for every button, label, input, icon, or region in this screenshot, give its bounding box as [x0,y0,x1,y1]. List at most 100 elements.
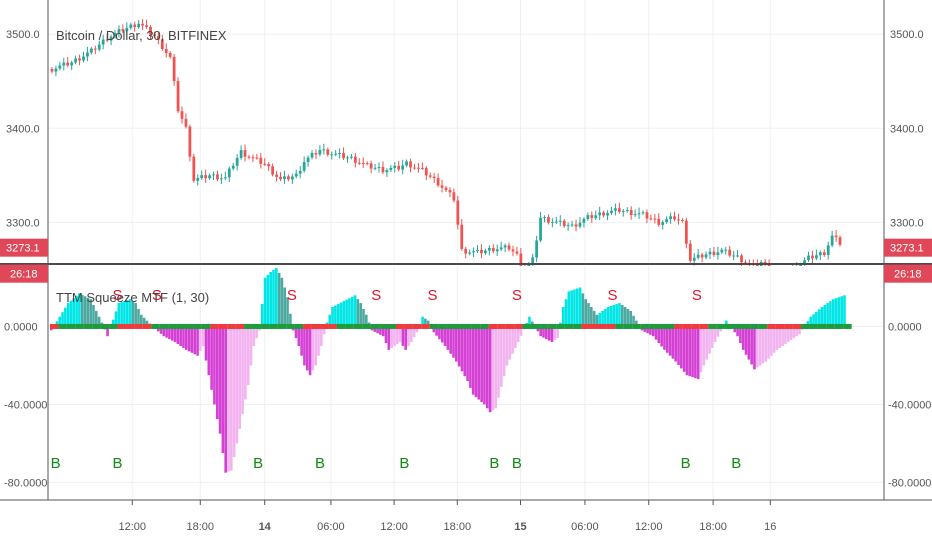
momentum-bar [474,326,478,398]
squeeze-dot [665,323,675,329]
squeeze-dot [336,323,346,329]
candle-body [153,34,156,37]
candle-body [535,240,539,258]
candle-body [460,224,464,249]
price-pane-bg [48,0,884,262]
momentum-bar [806,321,810,327]
squeeze-dot [741,323,751,329]
candle-body [417,167,420,169]
candle-body [602,212,605,216]
squeeze-dot [682,323,692,329]
momentum-bar [480,326,483,403]
momentum-bar [542,326,545,338]
candle-body [227,168,231,178]
momentum-bar [449,326,452,354]
momentum-bar [677,326,680,365]
squeeze-dot [708,323,717,329]
momentum-bar [460,326,464,372]
momentum-bar [117,303,121,327]
candle-body [614,208,617,211]
candle-body [519,253,523,266]
momentum-bar [761,326,765,364]
squeeze-dot [50,323,59,329]
momentum-bar [710,326,714,348]
momentum-bar [95,310,98,327]
last-price-tag [884,238,932,257]
candle-body [381,167,385,173]
candle-body [456,200,460,225]
candle-body [93,48,97,50]
momentum-bar [643,326,647,332]
indicator-pane[interactable]: S S S S S S S SB B B B B B B B B TTM Squeeze MTF (1, 30… [48,266,884,500]
momentum-bar [106,326,109,337]
momentum-bar [72,298,76,327]
indicator-title: TTM Squeeze MTF (1, 30) [56,290,209,305]
candle-body [184,118,188,127]
candle-body [472,251,475,253]
momentum-bar [567,291,571,327]
momentum-bar [618,303,621,327]
squeeze-dot [353,323,363,329]
momentum-bar [649,326,652,335]
momentum-bar [356,299,360,327]
momentum-bar [488,326,492,413]
candle-body [704,254,708,258]
candle-body [507,245,511,250]
momentum-bar [764,326,768,362]
buy-signal-label: B [681,455,691,472]
squeeze-dot [809,323,818,329]
squeeze-dot [176,323,186,329]
countdown-tag [884,264,932,283]
candle-body [145,25,148,27]
momentum-bar [620,305,624,327]
momentum-bar [840,296,843,327]
momentum-bar [277,272,281,327]
candle-body [326,149,330,155]
squeeze-dot [252,323,261,329]
momentum-bar [286,297,289,327]
momentum-bar [792,326,796,339]
momentum-bar [685,326,689,376]
momentum-bar [123,301,126,327]
momentum-bar [75,295,78,327]
momentum-bar [342,301,346,327]
momentum-bar [455,326,458,362]
candle-body [452,192,456,201]
candle-body [570,224,574,226]
candle-body [653,218,657,220]
momentum-bar [89,299,92,327]
squeeze-dot [649,323,658,329]
momentum-bar [770,326,773,356]
candle-body [558,220,562,222]
squeeze-dot [514,323,523,329]
momentum-bar [410,326,413,343]
candle-body [818,252,822,256]
momentum-bar [334,305,337,327]
momentum-bar [775,326,779,350]
candle-body [259,157,263,164]
candle-body [480,249,483,254]
countdown-tag-text: 26:18 [10,269,38,281]
momentum-bar [381,326,385,337]
candle-body [669,216,672,220]
momentum-bar [758,326,762,366]
momentum-bar [322,326,326,335]
momentum-bar [359,303,362,327]
candle-body [409,161,412,168]
squeeze-dot [286,323,295,329]
candle-body [736,255,739,257]
time-axis[interactable]: 12:00 18:00 14 06:00 12:00 18:00 15 06:00 12:00 1… [0,499,932,550]
momentum-bar [443,326,447,346]
momentum-bar [815,311,818,327]
price-tags: 3273.1 26:18 3273.1 26:18 [0,238,932,283]
candle-body [294,173,298,177]
candle-body [314,153,318,155]
sell-signal-label: S [287,287,297,304]
squeeze-dot [446,323,456,329]
candle-body [830,235,834,246]
candle-body [543,217,546,219]
momentum-bar [331,306,334,327]
price-pane[interactable]: Bitcoin / Dollar, 30, BITFINEX [48,0,884,279]
candle-body [50,69,54,72]
